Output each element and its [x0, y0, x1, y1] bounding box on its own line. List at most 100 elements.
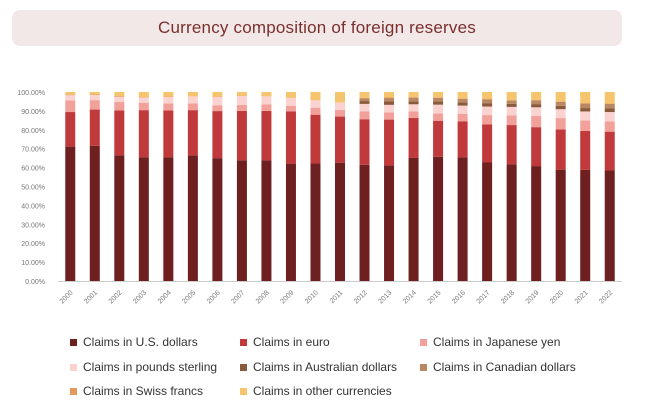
bar-segment [506, 100, 517, 104]
x-tick-label: 2011 [329, 289, 345, 305]
bar-segment [138, 110, 149, 158]
bar-segment [114, 102, 125, 111]
legend-item: Claims in euro [240, 335, 330, 349]
legend-swatch [420, 363, 427, 371]
x-tick-label: 2014 [402, 289, 418, 305]
bar-segment [506, 106, 517, 116]
y-tick-label: 90.00% [21, 109, 45, 116]
legend-item: Claims in Australian dollars [240, 360, 397, 374]
bar-segment [114, 110, 125, 156]
bar-segment [212, 96, 223, 106]
legend-swatch [70, 387, 77, 395]
bar-segment [433, 97, 444, 102]
bar-segment [482, 124, 493, 163]
bar-segment [138, 92, 149, 98]
legend-item: Claims in Canadian dollars [420, 360, 576, 374]
bar-segment [261, 92, 272, 97]
bar-segment [604, 121, 615, 132]
bar-segment [163, 92, 174, 97]
bar-segment [89, 92, 100, 95]
chart-title-bar: Currency composition of foreign reserves [12, 10, 622, 46]
bar-segment [65, 92, 76, 95]
legend-label: Claims in Canadian dollars [433, 360, 576, 374]
bar-segment [604, 103, 615, 109]
bar-segment [604, 170, 615, 281]
bar-segment [604, 112, 615, 122]
x-tick-label: 2020 [549, 289, 565, 305]
bar-segment [236, 110, 247, 161]
bar-segment [335, 109, 345, 117]
bar-segment [163, 103, 174, 111]
bar-segment [506, 125, 517, 165]
legend-item: Claims in other currencies [240, 384, 392, 398]
bar-segment [89, 100, 100, 110]
bar-segment [531, 116, 542, 128]
legend-swatch [420, 338, 427, 346]
legend-label: Claims in U.S. dollars [83, 335, 198, 349]
bar-segment [261, 110, 272, 161]
y-tick-label: 100.00% [17, 90, 45, 97]
x-tick-label: 2015 [427, 289, 443, 305]
bar-segment [433, 104, 444, 114]
bar-segment [65, 100, 76, 113]
bar-segment [457, 121, 468, 158]
bar-segment [114, 155, 125, 281]
bar-segment [212, 111, 223, 159]
bar-segment [285, 97, 296, 106]
bar-segment [433, 120, 444, 157]
bar-segment [555, 118, 566, 130]
bar-segment [89, 94, 100, 96]
x-tick-label: 2021 [574, 289, 590, 305]
bar-segment [506, 92, 517, 101]
bar-segment [138, 157, 149, 281]
bar-segment [65, 94, 76, 96]
bar-segment [531, 100, 542, 105]
legend-label: Claims in other currencies [253, 384, 392, 398]
x-tick-label: 2002 [108, 289, 124, 305]
legend-item: Claims in pounds sterling [70, 360, 217, 374]
legend-swatch [240, 387, 247, 395]
bar-segment [285, 105, 296, 112]
bar-segment [580, 169, 591, 281]
bar-segment [384, 119, 395, 166]
legend-item: Claims in Swiss francs [70, 384, 203, 398]
y-tick-label: 70.00% [21, 147, 45, 154]
bar-segment [384, 165, 395, 281]
x-tick-label: 2005 [181, 289, 197, 305]
bar-segment [163, 157, 174, 281]
x-tick-label: 2010 [304, 289, 320, 305]
bar-segment [359, 98, 370, 102]
bar-segment [359, 92, 370, 99]
bar-segment [163, 110, 174, 158]
bar-segment [187, 110, 198, 156]
y-tick-label: 50.00% [21, 185, 45, 192]
bar-segment [335, 162, 345, 281]
x-tick-label: 2003 [132, 289, 148, 305]
bar-segment [604, 92, 615, 104]
bar-segment [359, 111, 370, 120]
bar-segment [212, 105, 223, 112]
bar-segment [555, 92, 566, 102]
bar-segment [457, 157, 468, 281]
legend-label: Claims in pounds sterling [83, 360, 218, 374]
legend-label: Claims in Japanese yen [433, 335, 561, 349]
bar-segment [335, 102, 345, 110]
y-tick-label: 40.00% [21, 203, 45, 210]
bar-segment [187, 103, 198, 111]
bar-segment [114, 96, 125, 103]
bar-segment [555, 101, 566, 106]
x-tick-label: 2013 [377, 289, 393, 305]
legend-swatch [240, 338, 247, 346]
bar-segment [89, 109, 100, 146]
bar-segment [408, 97, 419, 102]
y-tick-label: 10.00% [21, 260, 45, 267]
bar-segment [531, 92, 542, 101]
bar-segment [187, 92, 198, 97]
bar-segment [482, 103, 493, 107]
legend-swatch [240, 363, 247, 371]
bar-segment [580, 111, 591, 121]
bar-segment [310, 92, 321, 101]
bar-segment [114, 92, 125, 96]
bar-segment [65, 146, 76, 281]
